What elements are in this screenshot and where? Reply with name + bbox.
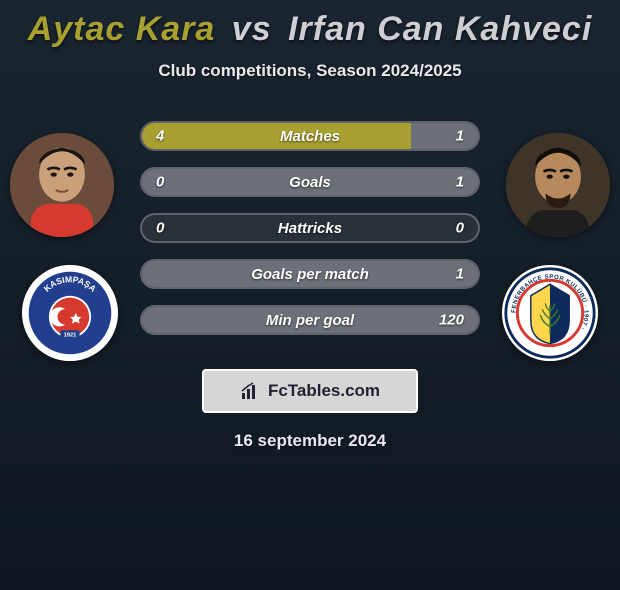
stat-row-hattricks: 0 Hattricks 0 bbox=[140, 213, 480, 243]
stat-left-value: 0 bbox=[156, 174, 164, 191]
stat-label: Goals per match bbox=[251, 266, 369, 283]
comparison-title: Aytac Kara vs Irfan Can Kahveci bbox=[0, 10, 620, 49]
stat-right-value: 1 bbox=[456, 128, 464, 145]
player2-name: Irfan Can Kahveci bbox=[288, 10, 592, 48]
stat-right-value: 120 bbox=[439, 312, 464, 329]
bar-fill-right bbox=[411, 123, 478, 149]
bar-fill-left bbox=[142, 123, 411, 149]
brand-text: FcTables.com bbox=[268, 381, 380, 401]
stat-right-value: 1 bbox=[456, 174, 464, 191]
snapshot-date: 16 september 2024 bbox=[0, 431, 620, 451]
vs-label: vs bbox=[232, 10, 272, 48]
stat-label: Matches bbox=[280, 128, 340, 145]
stat-bars: 4 Matches 1 0 Goals 1 0 Hattricks 0 Goal… bbox=[140, 121, 480, 351]
stat-left-value: 0 bbox=[156, 220, 164, 237]
svg-text:1921: 1921 bbox=[64, 333, 78, 339]
brand-watermark: FcTables.com bbox=[202, 369, 418, 413]
player1-club-crest: KASIMPAŞA 1921 bbox=[22, 265, 118, 361]
comparison-stage: KASIMPAŞA 1921 FENERBAHÇE SPOR KULÜBÜ · … bbox=[10, 111, 610, 351]
stat-row-goals-per-match: Goals per match 1 bbox=[140, 259, 480, 289]
stat-left-value: 4 bbox=[156, 128, 164, 145]
player2-club-crest: FENERBAHÇE SPOR KULÜBÜ · 1907 · bbox=[502, 265, 598, 361]
stat-label: Hattricks bbox=[278, 220, 342, 237]
stat-row-matches: 4 Matches 1 bbox=[140, 121, 480, 151]
player1-avatar bbox=[10, 133, 114, 237]
stat-right-value: 0 bbox=[456, 220, 464, 237]
player2-avatar bbox=[506, 133, 610, 237]
subtitle: Club competitions, Season 2024/2025 bbox=[0, 61, 620, 81]
stat-label: Min per goal bbox=[266, 312, 354, 329]
stat-right-value: 1 bbox=[456, 266, 464, 283]
stat-row-min-per-goal: Min per goal 120 bbox=[140, 305, 480, 335]
stat-row-goals: 0 Goals 1 bbox=[140, 167, 480, 197]
stat-label: Goals bbox=[289, 174, 331, 191]
bar-chart-icon bbox=[240, 381, 260, 401]
player1-name: Aytac Kara bbox=[28, 10, 216, 48]
